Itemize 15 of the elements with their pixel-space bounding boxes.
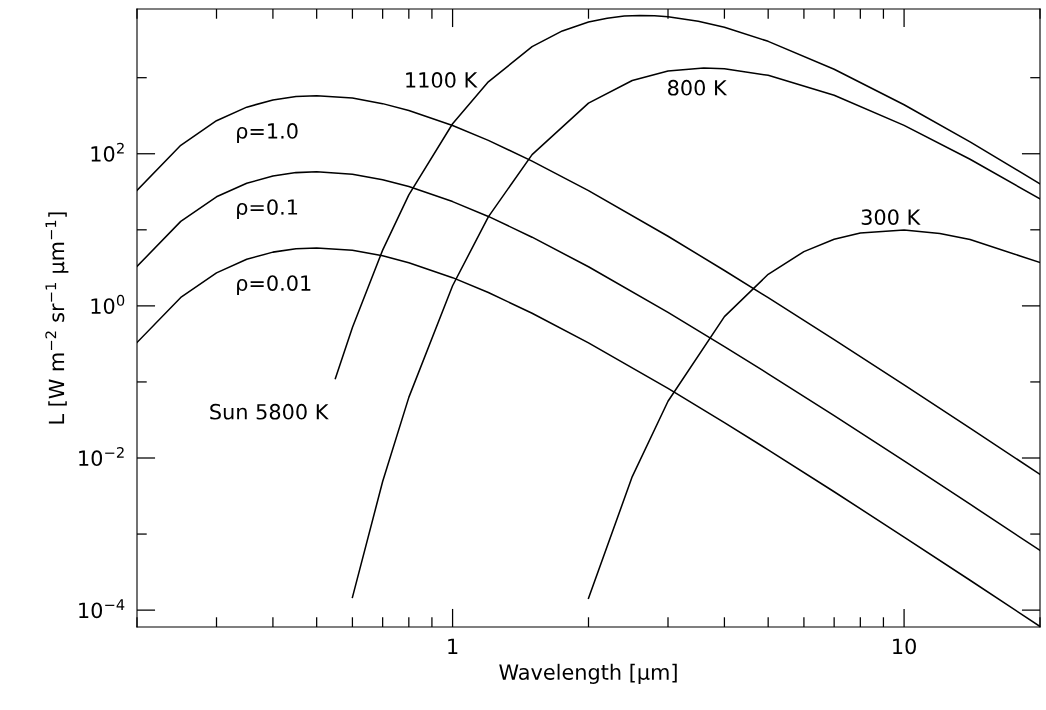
series-label: ρ=0.01 bbox=[237, 275, 311, 295]
y-tick-label: 10$^{2}$ bbox=[91, 142, 124, 162]
x-tick-label: 1 bbox=[448, 638, 458, 654]
y-tick-label: 10$^{−2}$ bbox=[79, 446, 124, 467]
y-axis-title: L [W m$^{−2}$ sr$^{−1}$ μm$^{−1}$] bbox=[45, 212, 69, 424]
series-label: 800 K bbox=[668, 79, 728, 96]
series-label: 1100 K bbox=[406, 72, 478, 88]
y-tick-label: 10$^{0}$ bbox=[91, 294, 125, 314]
annotation: Sun 5800 K bbox=[210, 403, 329, 420]
y-tick-label: 10$^{−4}$ bbox=[79, 599, 125, 619]
series-label: 300 K bbox=[861, 209, 921, 225]
series-label: ρ=1.0 bbox=[237, 123, 298, 143]
x-tick-label: 10 bbox=[893, 638, 916, 655]
series-label: ρ=0.1 bbox=[237, 199, 298, 219]
x-axis-title: Wavelength [μm] bbox=[499, 663, 677, 684]
